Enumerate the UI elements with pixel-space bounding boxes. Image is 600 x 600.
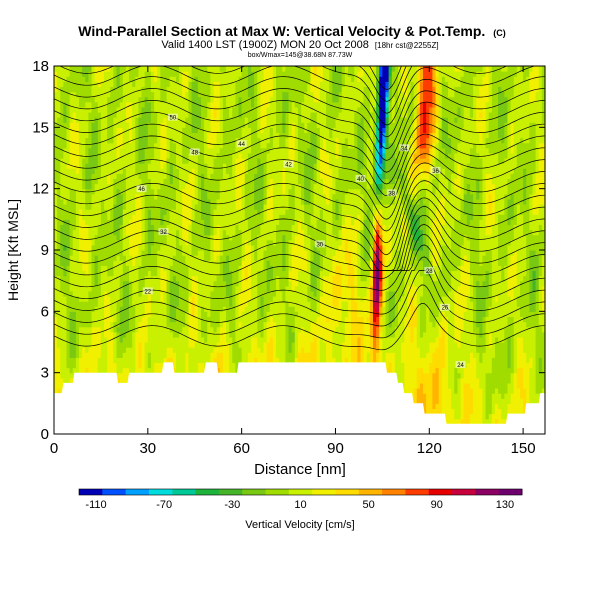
colorbar-swatch xyxy=(312,489,336,495)
isentrope-label: 24 xyxy=(457,363,464,369)
isentrope-label: 28 xyxy=(426,269,433,275)
y-tick-label: 15 xyxy=(32,119,49,136)
x-tick-label: 150 xyxy=(511,440,536,457)
colorbar-swatch xyxy=(428,489,453,495)
isentrope-line xyxy=(54,88,545,150)
colorbar: -110 -70 -30 10 50 90 130 xyxy=(78,488,523,511)
isentrope-label: 22 xyxy=(144,289,151,295)
x-tick-label: 120 xyxy=(417,440,442,457)
y-axis-label: Height [Kft MSL] xyxy=(5,199,21,301)
isentrope-label: 46 xyxy=(138,187,145,193)
colorbar-swatch xyxy=(265,489,290,495)
y-tick-label: 0 xyxy=(41,426,49,443)
x-tick-label: 60 xyxy=(233,440,250,457)
isentrope-label: 50 xyxy=(169,116,176,122)
y-tick-label: 3 xyxy=(41,365,49,382)
x-axis-label: Distance [nm] xyxy=(254,461,346,478)
isentrope-contours: 50 48 46 44 42 40 38 36 34 32 30 28 26 24 22 xyxy=(54,66,545,369)
colorbar-swatch xyxy=(172,489,197,495)
isentrope-label: 32 xyxy=(160,230,167,236)
isentrope-line xyxy=(54,188,545,267)
isentrope-line xyxy=(54,206,545,271)
isentrope-line xyxy=(54,302,545,351)
isentrope-label: 48 xyxy=(191,150,198,156)
isentrope-line xyxy=(54,214,545,271)
title-mark: (C) xyxy=(493,28,506,38)
isentrope-line xyxy=(54,270,545,327)
isentrope-line xyxy=(54,153,545,220)
colorbar-tick-label: -70 xyxy=(156,499,172,511)
colorbar-tick-label: -30 xyxy=(224,499,240,511)
colorbar-tick-label: 50 xyxy=(363,499,375,511)
isentrope-label: 44 xyxy=(238,142,245,148)
isentrope-line xyxy=(54,197,545,271)
colorbar-swatch xyxy=(475,489,500,495)
isentrope-line xyxy=(54,133,545,197)
colorbar-label: Vertical Velocity [cm/s] xyxy=(245,519,354,531)
isentrope-line xyxy=(54,256,545,315)
x-tick-label: 30 xyxy=(139,440,156,457)
isentrope-line xyxy=(54,244,545,303)
isentrope-line xyxy=(54,162,545,232)
isentrope-line xyxy=(54,76,545,138)
isentrope-line xyxy=(54,284,545,339)
subtitle-note: [18hr cst@2255Z] xyxy=(375,41,439,50)
colorbar-swatch xyxy=(498,489,523,495)
colorbar-swatch xyxy=(405,489,430,495)
isentrope-line xyxy=(54,171,545,244)
chart-title: Wind-Parallel Section at Max W: Vertical… xyxy=(78,23,505,39)
colorbar-swatch xyxy=(148,489,173,495)
x-tick-label: 90 xyxy=(327,440,344,457)
chart-subtitle: Valid 1400 LST (1900Z) MON 20 Oct 2008 [… xyxy=(161,39,438,51)
colorbar-swatch xyxy=(335,489,360,495)
y-tick-label: 9 xyxy=(41,242,49,259)
isentrope-label: 26 xyxy=(442,306,449,312)
isentrope-label: 40 xyxy=(357,177,364,183)
colorbar-swatch xyxy=(218,489,243,495)
x-axis: 0 30 60 90 120 150 xyxy=(50,66,536,457)
chart-subtitle-line2: box/Wmax=145@38.68N 87.73W xyxy=(248,52,353,59)
colorbar-swatch xyxy=(382,489,406,495)
terrain-mask xyxy=(54,362,545,434)
y-tick-label: 6 xyxy=(41,303,49,320)
isentrope-label: 38 xyxy=(388,191,395,197)
isentrope-line xyxy=(54,100,545,161)
colorbar-tick-label: -110 xyxy=(85,499,106,511)
isentrope-line xyxy=(54,123,545,185)
colorbar-frame xyxy=(78,488,523,496)
isentrope-line xyxy=(54,180,545,256)
colorbar-swatch xyxy=(102,489,127,495)
colorbar-tick-label: 10 xyxy=(294,499,306,511)
colorbar-swatch xyxy=(242,489,267,495)
colorbar-tick-label: 130 xyxy=(496,499,514,511)
isentrope-label: 36 xyxy=(432,169,439,175)
isentrope-line xyxy=(54,233,545,291)
colorbar-swatch xyxy=(79,489,103,495)
colorbar-swatch xyxy=(288,489,313,495)
isentrope-line xyxy=(59,66,508,114)
isentrope-label: 42 xyxy=(285,163,292,169)
isentrope-line xyxy=(54,224,545,279)
colorbar-tick-label: 90 xyxy=(431,499,443,511)
colorbar-swatch xyxy=(125,489,150,495)
isentrope-line xyxy=(54,66,537,126)
colorbar-swatch xyxy=(452,489,476,495)
isentrope-line xyxy=(54,143,545,208)
colorbar-swatch xyxy=(195,489,220,495)
y-tick-label: 18 xyxy=(32,58,49,75)
isentrope-line xyxy=(54,111,545,173)
isentrope-label: 34 xyxy=(401,146,408,152)
isentrope-label: 30 xyxy=(316,242,323,248)
y-tick-label: 12 xyxy=(32,181,49,198)
colorbar-swatch xyxy=(358,489,383,495)
x-tick-label: 0 xyxy=(50,440,58,457)
